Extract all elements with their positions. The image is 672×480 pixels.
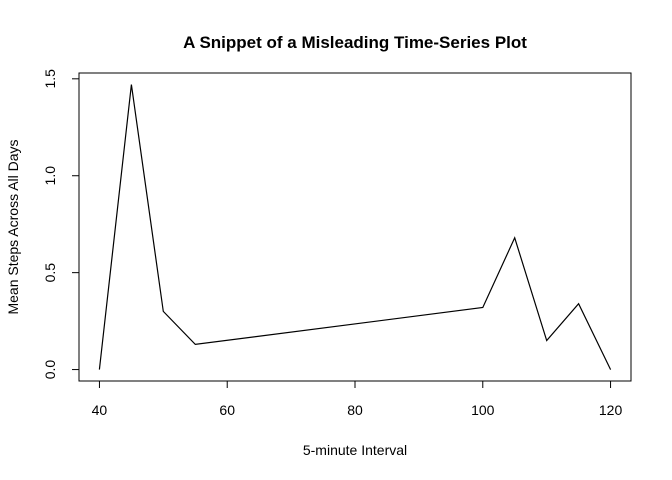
y-axis-label: Mean Steps Across All Days — [5, 139, 21, 314]
y-tick-label: 0.5 — [42, 263, 58, 283]
x-tick-label: 100 — [471, 402, 495, 418]
y-tick-label: 1.0 — [42, 166, 58, 186]
x-tick-label: 120 — [599, 402, 623, 418]
chart-title: A Snippet of a Misleading Time-Series Pl… — [183, 33, 527, 52]
series-line — [98, 84, 612, 370]
x-axis: 40 60 80 100 120 — [92, 380, 623, 418]
y-tick-label: 0.0 — [42, 360, 58, 380]
x-axis-label: 5-minute Interval — [303, 442, 407, 458]
series-layer — [98, 84, 612, 370]
y-tick-label: 1.5 — [42, 69, 58, 89]
x-tick-label: 40 — [92, 402, 108, 418]
y-axis: 0.0 0.5 1.0 1.5 — [42, 69, 80, 380]
plot-frame — [78, 72, 632, 382]
x-tick-label: 80 — [347, 402, 363, 418]
x-tick-label: 60 — [219, 402, 235, 418]
